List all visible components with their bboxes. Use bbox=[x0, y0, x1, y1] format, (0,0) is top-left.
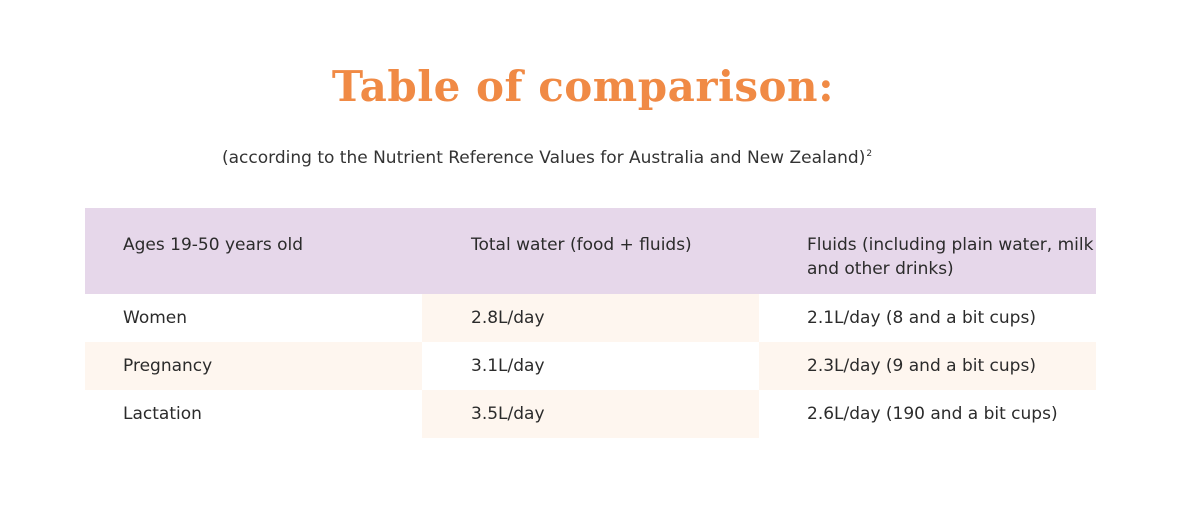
total-water-pregnancy: 3.1L/day bbox=[471, 356, 545, 376]
fluids-pregnancy: 2.3L/day (9 and a bit cups) bbox=[759, 342, 1096, 390]
fluids-women: 2.1L/day (8 and a bit cups) bbox=[807, 308, 1036, 328]
table-row: Pregnancy 3.1L/day 2.3L/day (9 and a bit… bbox=[85, 342, 1096, 390]
fluids-lactation: 2.6L/day (190 and a bit cups) bbox=[807, 404, 1058, 424]
total-water-women: 2.8L/day bbox=[422, 294, 759, 342]
row-label-women: Women bbox=[123, 308, 188, 328]
row-label-lactation: Lactation bbox=[123, 404, 202, 424]
table-header-row: Ages 19-50 years old Total water (food +… bbox=[85, 208, 1096, 294]
table-row: Women 2.8L/day 2.1L/day (8 and a bit cup… bbox=[85, 294, 1096, 342]
row-label-pregnancy: Pregnancy bbox=[85, 342, 422, 390]
header-age-group: Ages 19-50 years old bbox=[123, 235, 304, 255]
page-subtitle: (according to the Nutrient Reference Val… bbox=[222, 148, 872, 168]
table-row: Lactation 3.5L/day 2.6L/day (190 and a b… bbox=[85, 390, 1096, 438]
footnote-marker: 2 bbox=[866, 149, 873, 159]
page-title: Table of comparison: bbox=[331, 62, 835, 111]
subtitle-text: (according to the Nutrient Reference Val… bbox=[222, 148, 866, 168]
header-total-water: Total water (food + fluids) bbox=[471, 235, 692, 255]
header-fluids: Fluids (including plain water, milk and … bbox=[807, 235, 1094, 279]
comparison-table: Ages 19-50 years old Total water (food +… bbox=[85, 208, 1096, 438]
total-water-lactation: 3.5L/day bbox=[422, 390, 759, 438]
